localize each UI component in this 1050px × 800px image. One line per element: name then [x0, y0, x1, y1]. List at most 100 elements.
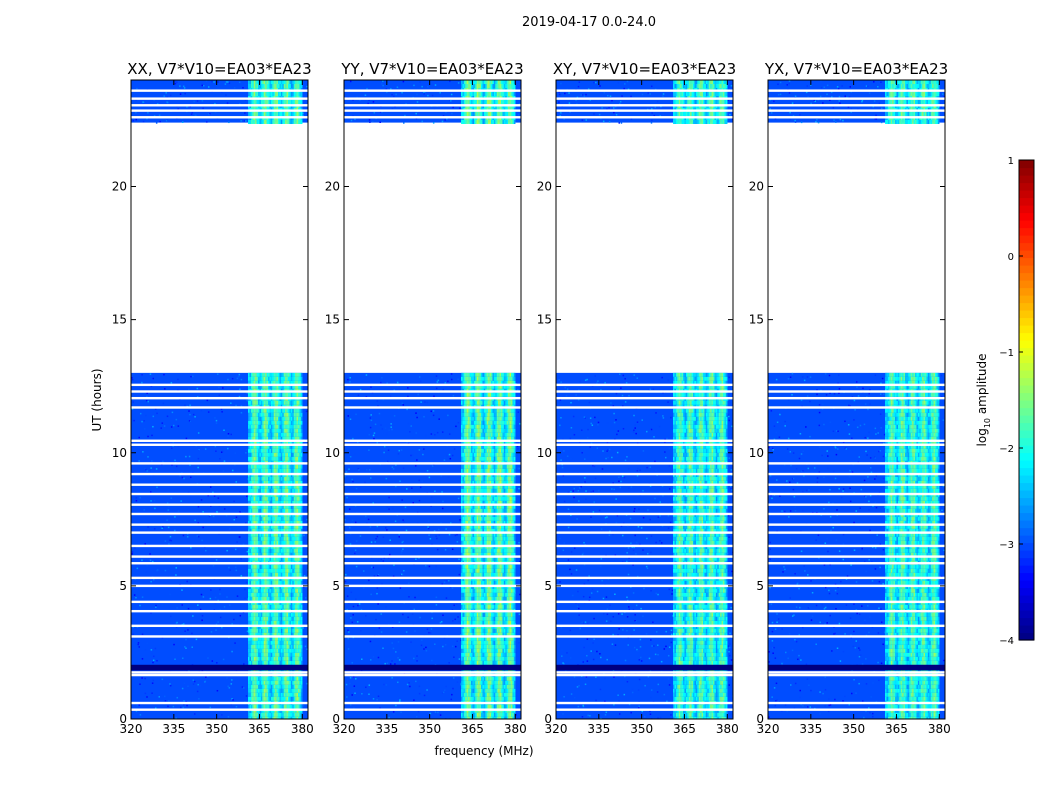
rfi-cell [288, 508, 290, 513]
rfi-cell [253, 504, 256, 509]
rfi-cell [295, 456, 297, 461]
rfi-cell [259, 440, 262, 445]
rfi-cell [270, 452, 273, 457]
rfi-cell [298, 452, 300, 457]
rfi-cell [300, 508, 303, 513]
rfi-cell [252, 484, 254, 489]
rfi-cell [285, 380, 287, 385]
rfi-cell [290, 660, 293, 665]
noise-pixel [150, 467, 152, 469]
rfi-cell [259, 120, 262, 124]
noise-pixel [223, 508, 226, 510]
rfi-cell [263, 620, 266, 625]
rfi-cell [276, 476, 279, 481]
rfi-cell [256, 452, 259, 457]
rfi-cell [292, 520, 294, 525]
noise-pixel [360, 669, 363, 672]
rfi-cell [260, 596, 263, 601]
rfi-cell [279, 716, 282, 719]
rfi-cell [263, 528, 266, 533]
rfi-cell [260, 520, 263, 525]
rfi-cell [263, 484, 266, 489]
rfi-cell [278, 528, 280, 533]
rfi-cell [256, 92, 259, 96]
rfi-cell [293, 488, 296, 493]
rfi-cell [293, 692, 296, 697]
rfi-cell [265, 440, 267, 445]
rfi-cell [269, 444, 272, 449]
rfi-cell [256, 468, 259, 473]
rfi-cell [276, 380, 279, 385]
rfi-cell [299, 592, 302, 597]
rfi-cell [298, 120, 300, 124]
rfi-cell [288, 424, 290, 429]
rfi-cell [253, 444, 256, 449]
rfi-cell [255, 412, 257, 417]
rfi-cell [293, 680, 296, 685]
rfi-cell [280, 92, 283, 96]
rfi-cell [252, 420, 254, 425]
rfi-cell [258, 448, 260, 453]
rfi-cell [283, 408, 286, 413]
noise-pixel [239, 614, 242, 617]
rfi-cell [288, 428, 290, 433]
rfi-cell [249, 520, 252, 525]
rfi-cell [280, 552, 283, 557]
rfi-cell [298, 580, 300, 585]
noise-pixel [246, 392, 248, 394]
rfi-cell [288, 468, 290, 473]
noise-pixel [217, 599, 219, 602]
rfi-cell [266, 676, 269, 681]
rfi-cell [270, 652, 273, 657]
rfi-cell [280, 500, 283, 505]
noise-pixel [228, 566, 230, 569]
noise-pixel [186, 106, 188, 108]
y-tick-label: 0 [119, 712, 127, 726]
rfi-cell [282, 516, 284, 521]
rfi-cell [289, 536, 292, 541]
rfi-cell [290, 500, 293, 505]
rfi-cell [282, 716, 284, 719]
rfi-cell [259, 436, 262, 441]
rfi-cell [300, 408, 303, 413]
rfi-cell [272, 476, 274, 481]
rfi-cell [248, 676, 250, 681]
rfi-cell [253, 660, 256, 665]
noise-pixel [221, 450, 224, 453]
rfi-cell [296, 580, 299, 585]
rfi-cell [250, 448, 253, 453]
rfi-cell [278, 692, 280, 697]
rfi-cell [262, 692, 264, 697]
rfi-cell [252, 684, 254, 689]
rfi-cell [283, 380, 286, 385]
flag-gap [131, 531, 308, 534]
rfi-cell [259, 640, 262, 645]
flag-gap [131, 584, 308, 588]
noise-pixel [357, 394, 360, 396]
rfi-cell [279, 524, 282, 529]
rfi-cell [266, 428, 269, 433]
rfi-cell [256, 640, 259, 645]
rfi-cell [262, 648, 264, 653]
rfi-cell [258, 120, 260, 124]
rfi-cell [248, 508, 250, 513]
rfi-cell [285, 384, 287, 389]
rfi-cell [248, 636, 250, 641]
rfi-cell [258, 640, 260, 645]
rfi-cell [255, 528, 257, 533]
rfi-cell [249, 120, 252, 124]
rfi-cell [283, 400, 286, 405]
noise-pixel [377, 559, 380, 561]
noise-pixel [217, 81, 219, 83]
rfi-cell [272, 112, 274, 116]
rfi-cell [270, 572, 273, 577]
noise-pixel [183, 87, 186, 89]
rfi-cell [248, 480, 250, 485]
rfi-cell [292, 556, 294, 561]
rfi-cell [269, 496, 272, 501]
rfi-cell [275, 536, 277, 541]
rfi-cell [290, 536, 293, 541]
rfi-cell [260, 716, 263, 719]
rfi-cell [258, 92, 260, 96]
rfi-cell [300, 604, 303, 609]
